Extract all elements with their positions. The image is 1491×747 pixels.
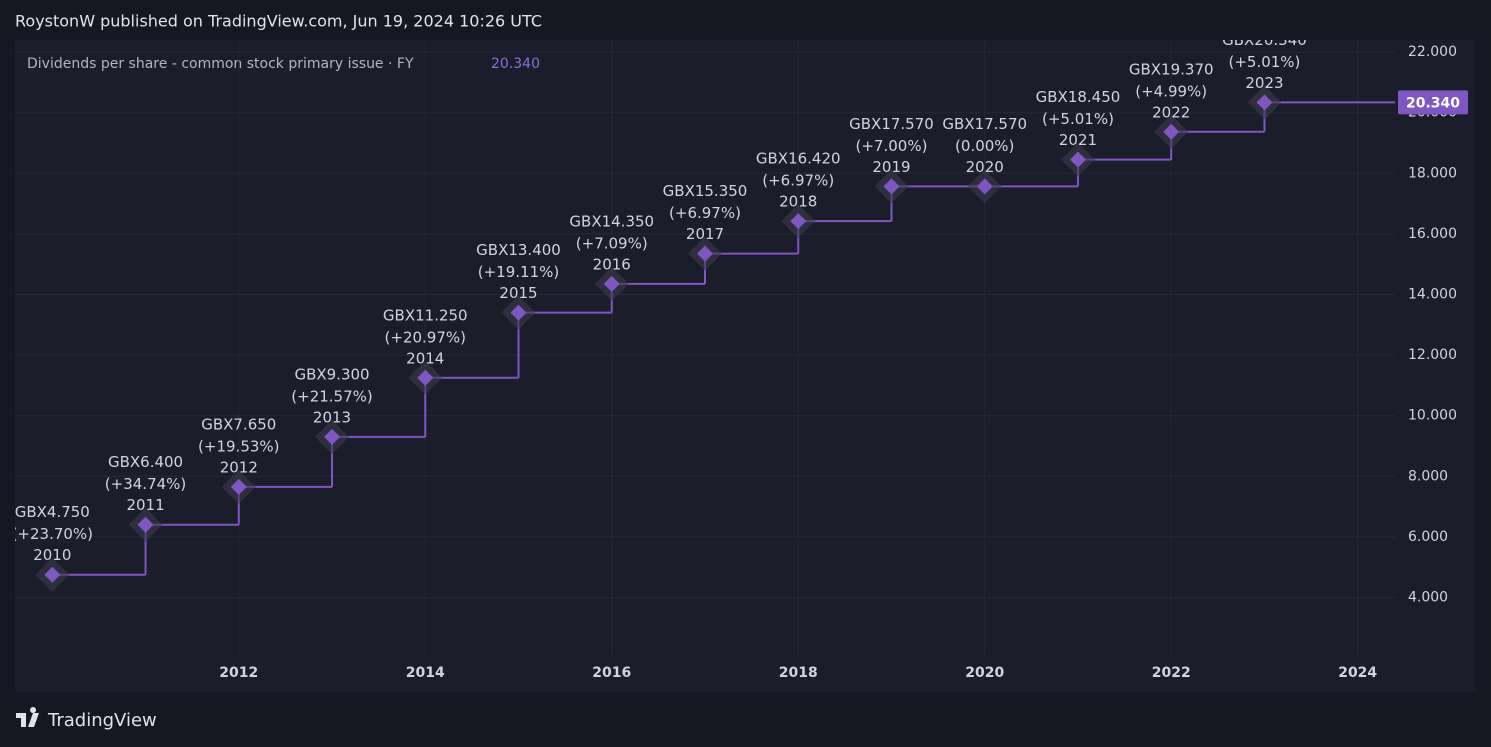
y-tick-label: 16.000 — [1408, 226, 1457, 242]
last-value-label: 20.340 — [1406, 95, 1460, 111]
x-tick-label: 2012 — [219, 665, 258, 681]
change-label: (+7.09%) — [576, 234, 648, 252]
year-label: 2015 — [499, 284, 537, 302]
data-point — [1256, 94, 1273, 111]
y-tick-label: 8.000 — [1408, 468, 1448, 484]
change-label: (+5.01%) — [1228, 53, 1300, 71]
value-label: GBX11.250 — [383, 306, 468, 324]
value-label: GBX20.340 — [1222, 31, 1307, 49]
value-label: GBX13.400 — [476, 241, 561, 259]
x-tick-label: 2014 — [406, 665, 445, 681]
year-label: 2019 — [872, 158, 910, 176]
chart-panel — [15, 40, 1475, 692]
value-label: GBX17.570 — [942, 115, 1027, 133]
value-label: GBX19.370 — [1129, 60, 1214, 78]
value-label: GBX4.750 — [15, 503, 90, 521]
data-point — [697, 245, 713, 262]
data-point — [137, 516, 154, 533]
value-label: GBX15.350 — [663, 182, 748, 200]
legend-title: Dividends per share - common stock prima… — [27, 56, 414, 72]
data-point — [603, 275, 620, 292]
y-tick-label: 12.000 — [1408, 347, 1457, 363]
y-tick-label: 10.000 — [1408, 408, 1457, 424]
last-value-box — [1398, 90, 1468, 115]
change-label: (+7.00%) — [856, 137, 928, 155]
x-tick-label: 2020 — [965, 665, 1004, 681]
data-point — [1163, 123, 1180, 140]
x-tick-label: 2024 — [1338, 665, 1377, 681]
year-label: 2011 — [126, 496, 164, 514]
value-label: GBX7.650 — [201, 415, 276, 433]
change-label: (+34.74%) — [105, 475, 186, 493]
x-tick-label: 2022 — [1152, 665, 1191, 681]
y-tick-label: 6.000 — [1408, 529, 1448, 545]
year-label: 2016 — [593, 255, 631, 273]
change-label: (+6.97%) — [669, 204, 741, 222]
change-label: (+19.11%) — [478, 263, 559, 281]
change-label: (+4.99%) — [1135, 82, 1207, 100]
year-label: 2017 — [686, 225, 724, 243]
data-point — [230, 478, 247, 495]
value-label: GBX6.400 — [108, 453, 183, 471]
publisher-header: RoystonW published on TradingView.com, J… — [15, 12, 542, 31]
value-label: GBX18.450 — [1036, 88, 1121, 106]
change-label: (0.00%) — [955, 137, 1014, 155]
logo — [16, 707, 39, 727]
year-label: 2014 — [406, 349, 444, 367]
year-label: 2023 — [1245, 74, 1283, 92]
change-label: (+19.53%) — [198, 437, 279, 455]
value-label: GBX9.300 — [294, 365, 369, 383]
data-point — [44, 566, 61, 583]
year-label: 2012 — [220, 458, 258, 476]
change-label: (+20.97%) — [385, 328, 466, 346]
value-label: GBX17.570 — [849, 115, 934, 133]
data-point — [324, 428, 341, 445]
year-label: 2018 — [779, 193, 817, 211]
y-tick-label: 22.000 — [1408, 44, 1457, 60]
data-point — [883, 178, 900, 195]
year-label: 2021 — [1059, 131, 1097, 149]
year-label: 2013 — [313, 408, 351, 426]
x-tick-label: 2016 — [592, 665, 631, 681]
y-tick-label: 18.000 — [1408, 165, 1457, 181]
y-tick-label: 4.000 — [1408, 589, 1448, 605]
x-tick-label: 2018 — [779, 665, 818, 681]
data-point — [790, 213, 807, 230]
footer-brand: TradingView — [47, 710, 157, 731]
legend-value: 20.340 — [491, 56, 540, 72]
value-label: GBX14.350 — [569, 212, 654, 230]
data-point — [1069, 151, 1086, 168]
change-label: (+5.01%) — [1042, 110, 1114, 128]
year-label: 2022 — [1152, 103, 1190, 121]
data-point — [417, 369, 434, 386]
change-label: (+23.70%) — [12, 525, 93, 543]
data-point — [510, 304, 527, 321]
y-tick-label: 14.000 — [1408, 286, 1457, 302]
data-point — [976, 178, 993, 195]
change-label: (+6.97%) — [762, 172, 834, 190]
change-label: (+21.57%) — [291, 387, 372, 405]
year-label: 2020 — [966, 158, 1004, 176]
year-label: 2010 — [33, 546, 71, 564]
value-label: GBX16.420 — [756, 150, 841, 168]
